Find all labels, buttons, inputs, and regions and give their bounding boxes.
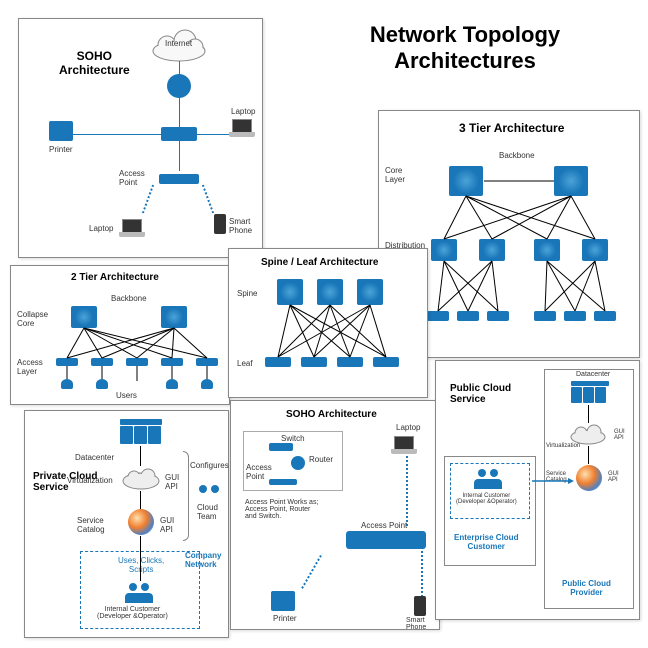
switch-icon <box>269 443 293 451</box>
gui-api2-label: GUI API <box>160 516 174 534</box>
datacenter-label: Datacenter <box>576 371 610 378</box>
ap-icon <box>269 479 297 485</box>
access-point-icon <box>159 174 199 184</box>
panel-private-cloud: Private Cloud Service Datacenter Virtual… <box>24 410 229 638</box>
printer-label: Printer <box>273 614 297 623</box>
internal-cust-label: Internal Customer (Developer &Operator) <box>456 493 517 505</box>
laptop-icon <box>229 119 255 137</box>
catalog-label: Service Catalog <box>77 516 105 534</box>
ap-label: Access Point <box>119 169 145 187</box>
printer-icon <box>49 121 73 141</box>
configures-label: Configures <box>190 461 229 470</box>
panel-spine-leaf: Spine / Leaf Architecture Spine Leaf <box>228 248 428 398</box>
printer-label: Printer <box>49 145 73 154</box>
gui-api2-label: GUI API <box>608 471 619 483</box>
line <box>179 97 180 127</box>
mesh-lines <box>11 266 231 406</box>
user-icon <box>96 379 108 389</box>
enterprise-label: Enterprise Cloud Customer <box>454 533 518 551</box>
cloud-icon <box>120 466 162 490</box>
ap-works-label: Access Point Works as; Access Point, Rou… <box>245 499 318 520</box>
smartphone-icon <box>214 214 226 234</box>
switch-label: Switch <box>281 434 305 443</box>
provider-label: Public Cloud Provider <box>562 579 611 597</box>
wireless-icon <box>202 185 214 214</box>
laptop-icon <box>119 219 145 237</box>
main-title: Network Topology Architectures <box>300 22 630 75</box>
router-icon <box>167 74 191 98</box>
public-cloud-title: Public Cloud Service <box>450 383 511 405</box>
sphere-icon <box>576 465 602 491</box>
panel-soho1: SOHO Architecture Internet Printer Lapto… <box>18 18 263 258</box>
panel-tier2: 2 Tier Architecture Collapse Core Access… <box>10 265 230 405</box>
user-icon <box>201 379 213 389</box>
smartphone-icon <box>414 596 426 616</box>
line <box>588 405 589 423</box>
router-label: Router <box>309 455 333 464</box>
person-body <box>474 479 502 489</box>
panel-public-cloud: Public Cloud Service Datacenter Virtuali… <box>435 360 640 620</box>
user-icon <box>166 379 178 389</box>
mesh-lines <box>229 249 429 399</box>
uses-label: Uses, Clicks, Scripts <box>118 556 164 574</box>
people-icon <box>197 485 221 503</box>
cloud-icon <box>568 423 608 445</box>
smartphone-label: Smart Phone <box>229 217 252 235</box>
soho1-title: SOHO Architecture <box>59 49 130 77</box>
user-icon <box>61 379 73 389</box>
panel-soho2: SOHO Architecture Switch Router Access P… <box>230 400 440 630</box>
laptop2-label: Laptop <box>89 224 113 233</box>
arrow <box>530 476 574 486</box>
router-icon <box>291 456 305 470</box>
wireless-icon <box>142 185 154 214</box>
virt-label: Virtualization <box>546 443 580 449</box>
printer-icon <box>271 591 295 611</box>
gui-api-label: GUI API <box>165 473 179 491</box>
wireless-icon <box>421 551 423 601</box>
smartphone-label: Smart Phone <box>406 617 426 631</box>
soho2-title: SOHO Architecture <box>286 409 377 420</box>
virt-label: Virtualization <box>67 476 113 485</box>
datacenter-icon <box>120 419 162 445</box>
ap2-label: Access Point <box>361 521 407 530</box>
cloud-team-label: Cloud Team <box>197 503 218 521</box>
ap1-label: Access Point <box>246 463 272 481</box>
wireless-icon <box>301 553 323 589</box>
laptop-icon <box>391 436 417 454</box>
internal-cust-label: Internal Customer (Developer &Operator) <box>97 606 168 620</box>
wireless-icon <box>406 456 408 526</box>
line <box>179 141 180 171</box>
internet-label: Internet <box>165 39 192 48</box>
sphere-icon <box>128 509 154 535</box>
line <box>140 536 141 581</box>
gui-api-label: GUI API <box>614 429 625 441</box>
access-point-icon <box>346 531 426 549</box>
laptop-label: Laptop <box>396 423 420 432</box>
laptop-label: Laptop <box>231 107 255 116</box>
bracket <box>183 451 189 541</box>
line <box>588 446 589 464</box>
datacenter-label: Datacenter <box>75 453 114 462</box>
person-body <box>125 593 153 603</box>
datacenter-icon <box>571 381 609 404</box>
line <box>179 61 180 75</box>
line <box>59 134 249 135</box>
line <box>140 446 141 466</box>
title-text: Network Topology Architectures <box>370 22 560 73</box>
line <box>140 491 141 509</box>
